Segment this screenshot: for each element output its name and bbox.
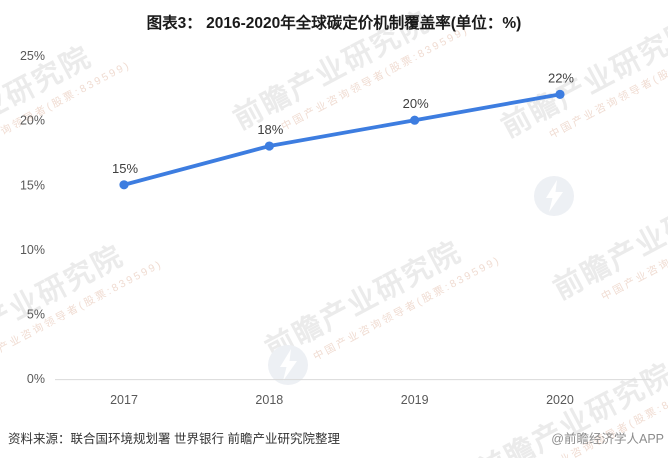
x-tick-label: 2017 — [110, 393, 138, 407]
data-point — [410, 115, 420, 125]
x-tick-label: 2018 — [255, 393, 283, 407]
x-tick-label: 2020 — [546, 393, 574, 407]
data-point-label: 15% — [112, 161, 138, 176]
y-tick-label: 5% — [27, 308, 45, 322]
y-tick-label: 15% — [20, 178, 45, 192]
data-point — [555, 89, 565, 99]
data-point — [119, 180, 129, 190]
data-point-label: 18% — [257, 122, 283, 137]
y-tick-label: 25% — [20, 49, 45, 63]
y-tick-label: 10% — [20, 243, 45, 257]
data-point-label: 22% — [548, 70, 574, 85]
source-note: 资料来源：联合国环境规划署 世界银行 前瞻产业研究院整理 — [8, 432, 340, 446]
trend-line — [122, 92, 562, 187]
y-tick-label: 0% — [27, 372, 45, 386]
app-credit: @前瞻经济学人APP — [551, 432, 664, 446]
data-point — [264, 141, 274, 151]
x-tick-label: 2019 — [401, 393, 429, 407]
data-point-label: 20% — [403, 96, 429, 111]
y-tick-label: 20% — [20, 114, 45, 128]
chart-title: 图表3： 2016-2020年全球碳定价机制覆盖率(单位：%) — [146, 15, 522, 32]
